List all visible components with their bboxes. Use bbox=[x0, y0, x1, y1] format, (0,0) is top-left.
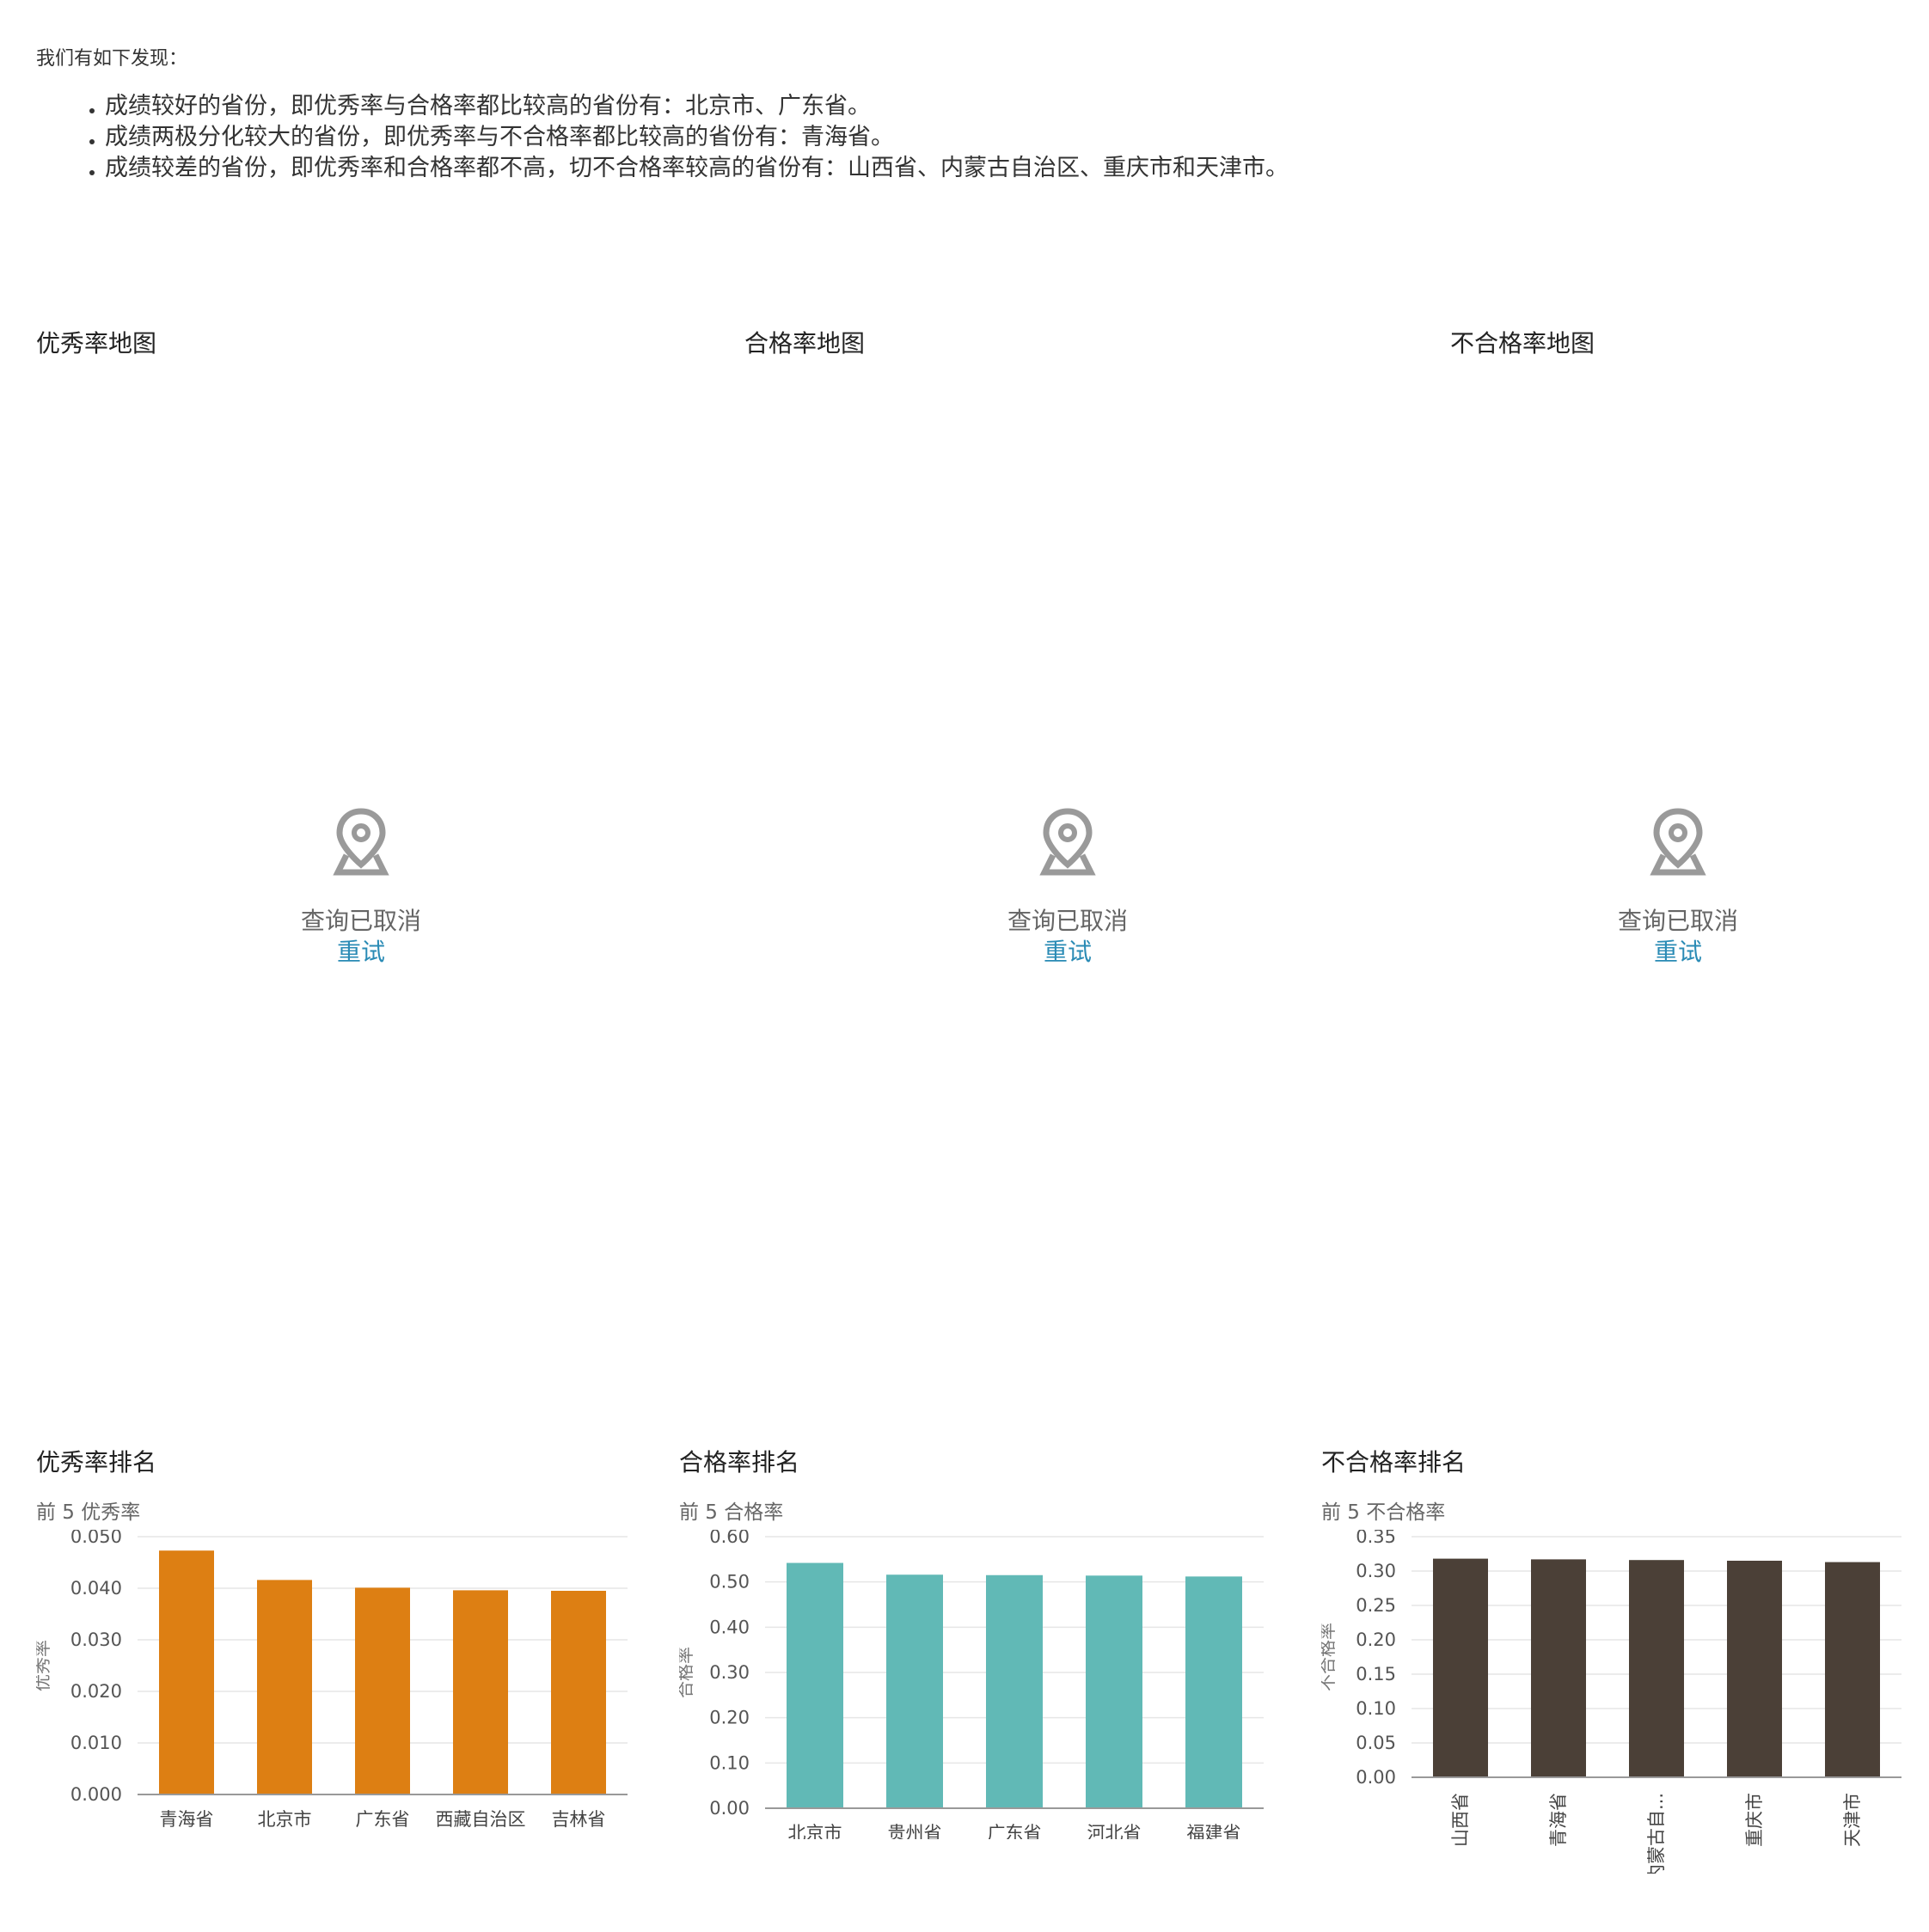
bar[interactable] bbox=[1433, 1558, 1488, 1777]
bar[interactable] bbox=[787, 1562, 843, 1808]
bar[interactable] bbox=[1086, 1575, 1142, 1808]
x-tick-label: 广东省 bbox=[988, 1823, 1042, 1839]
bar[interactable] bbox=[1531, 1559, 1586, 1777]
map-pin-icon bbox=[1039, 808, 1096, 876]
query-cancelled-text: 查询已取消 bbox=[1007, 907, 1128, 935]
x-tick-label: 吉林省 bbox=[552, 1809, 606, 1830]
y-tick-label: 0.30 bbox=[1356, 1561, 1396, 1581]
map-panel-pass: 查询已取消 重试 bbox=[939, 808, 1197, 968]
bar[interactable] bbox=[159, 1550, 214, 1794]
y-tick-label: 0.40 bbox=[709, 1617, 750, 1637]
map-panel-fail: 查询已取消 重试 bbox=[1549, 808, 1807, 968]
map-title-excellent: 优秀率地图 bbox=[36, 329, 157, 358]
y-axis-label: 不合格率 bbox=[1321, 1623, 1338, 1691]
y-tick-label: 0.25 bbox=[1356, 1595, 1396, 1616]
bar[interactable] bbox=[1825, 1562, 1880, 1777]
chart-title: 优秀率排名 bbox=[36, 1448, 157, 1477]
y-tick-label: 0.60 bbox=[709, 1530, 750, 1547]
x-tick-label: 青海省 bbox=[1548, 1793, 1569, 1847]
y-tick-label: 0.20 bbox=[709, 1708, 750, 1728]
y-tick-label: 0.10 bbox=[1356, 1698, 1396, 1719]
y-tick-label: 0.05 bbox=[1356, 1733, 1396, 1753]
x-tick-label: 福建省 bbox=[1187, 1823, 1241, 1839]
bar[interactable] bbox=[355, 1587, 410, 1794]
x-tick-label: 天津市 bbox=[1842, 1793, 1863, 1847]
y-tick-label: 0.10 bbox=[709, 1752, 750, 1773]
bar[interactable] bbox=[257, 1580, 312, 1794]
bar[interactable] bbox=[551, 1591, 606, 1794]
chart-title: 不合格率排名 bbox=[1321, 1448, 1467, 1477]
retry-link[interactable]: 重试 bbox=[1653, 938, 1702, 966]
y-axis-label: 优秀率 bbox=[36, 1640, 52, 1691]
y-tick-label: 0.00 bbox=[1356, 1767, 1396, 1788]
query-cancelled-text: 查询已取消 bbox=[1617, 907, 1738, 935]
map-title-pass: 合格率地图 bbox=[744, 329, 866, 358]
x-tick-label: 北京市 bbox=[788, 1823, 842, 1839]
bar[interactable] bbox=[1185, 1576, 1242, 1808]
bar[interactable] bbox=[986, 1574, 1043, 1808]
map-pin-icon bbox=[1650, 808, 1706, 876]
map-panel-excellent: 查询已取消 重试 bbox=[232, 808, 490, 968]
y-tick-label: 0.30 bbox=[709, 1662, 750, 1683]
y-tick-label: 0.010 bbox=[70, 1733, 122, 1753]
x-tick-label: 西藏自治区 bbox=[436, 1809, 526, 1830]
bar[interactable] bbox=[453, 1590, 508, 1794]
y-axis-label: 合格率 bbox=[679, 1647, 695, 1698]
y-tick-label: 0.050 bbox=[70, 1530, 122, 1547]
y-tick-label: 0.030 bbox=[70, 1629, 122, 1650]
intro-text: 我们有如下发现： bbox=[36, 48, 188, 70]
chart-title: 合格率排名 bbox=[679, 1448, 800, 1477]
y-tick-label: 0.50 bbox=[709, 1572, 750, 1593]
map-pin-icon bbox=[333, 808, 389, 876]
chart-subtitle: 前 5 优秀率 bbox=[36, 1501, 141, 1524]
y-tick-label: 0.35 bbox=[1356, 1530, 1396, 1547]
x-tick-label: 贵州省 bbox=[888, 1823, 942, 1839]
x-tick-label: 河北省 bbox=[1087, 1823, 1142, 1839]
y-tick-label: 0.00 bbox=[709, 1798, 750, 1819]
chart-subtitle: 前 5 合格率 bbox=[679, 1501, 784, 1524]
x-tick-label: 内蒙古自... bbox=[1646, 1793, 1667, 1874]
y-tick-label: 0.000 bbox=[70, 1784, 122, 1805]
query-cancelled-text: 查询已取消 bbox=[300, 907, 421, 935]
chart-subtitle: 前 5 不合格率 bbox=[1321, 1501, 1446, 1524]
finding-item: 成绩较好的省份，即优秀率与合格率都比较高的省份有：北京市、广东省。 bbox=[86, 91, 1289, 122]
finding-item: 成绩两极分化较大的省份，即优秀率与不合格率都比较高的省份有：青海省。 bbox=[86, 122, 1289, 153]
bar[interactable] bbox=[1727, 1561, 1782, 1777]
y-tick-label: 0.040 bbox=[70, 1578, 122, 1599]
retry-link[interactable]: 重试 bbox=[336, 938, 385, 966]
retry-link[interactable]: 重试 bbox=[1043, 938, 1092, 966]
y-tick-label: 0.20 bbox=[1356, 1629, 1396, 1650]
bar[interactable] bbox=[1629, 1560, 1684, 1777]
map-title-fail: 不合格率地图 bbox=[1450, 329, 1595, 358]
findings-list: 成绩较好的省份，即优秀率与合格率都比较高的省份有：北京市、广东省。 成绩两极分化… bbox=[86, 91, 1289, 184]
y-tick-label: 0.020 bbox=[70, 1681, 122, 1702]
x-tick-label: 山西省 bbox=[1450, 1793, 1471, 1847]
x-tick-label: 重庆市 bbox=[1744, 1793, 1765, 1847]
finding-item: 成绩较差的省份，即优秀率和合格率都不高，切不合格率较高的省份有：山西省、内蒙古自… bbox=[86, 153, 1289, 184]
x-tick-label: 广东省 bbox=[356, 1809, 410, 1830]
x-tick-label: 北京市 bbox=[258, 1809, 312, 1830]
x-tick-label: 青海省 bbox=[160, 1809, 214, 1830]
y-tick-label: 0.15 bbox=[1356, 1664, 1396, 1684]
bar[interactable] bbox=[886, 1574, 943, 1808]
